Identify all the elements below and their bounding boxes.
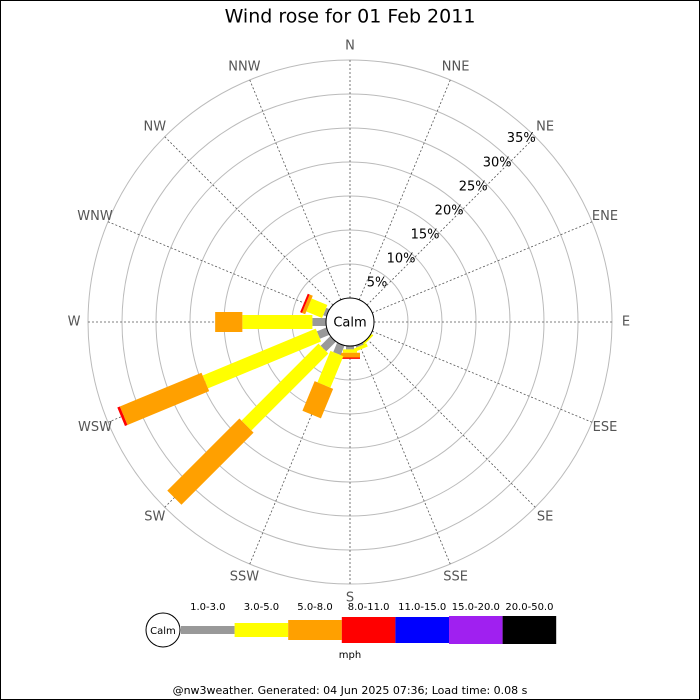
r-tick-label: 30% — [483, 155, 512, 170]
legend-swatch — [288, 620, 342, 640]
wind-bar — [333, 342, 345, 356]
r-tick-label: 10% — [387, 251, 416, 266]
wind-bar — [302, 294, 313, 315]
calm-label: Calm — [333, 316, 366, 331]
r-tick-label: 35% — [507, 131, 536, 146]
legend-label: 5.0-8.0 — [297, 602, 332, 613]
direction-label: SSW — [230, 569, 260, 584]
unit-label: mph — [339, 650, 361, 661]
legend-calm-label: Calm — [150, 626, 176, 637]
wind-bar — [167, 418, 254, 505]
direction-label: WNW — [77, 209, 113, 224]
legend-label: 8.0-11.0 — [348, 602, 390, 613]
wind-bar — [215, 312, 243, 332]
calm-circle — [325, 297, 375, 347]
wind-bar — [317, 350, 344, 388]
r-tick-label: 5% — [367, 275, 388, 290]
legend-label: 20.0-50.0 — [505, 602, 553, 613]
legend-swatch — [449, 616, 503, 644]
direction-label: S — [346, 591, 354, 606]
r-tick-label: 25% — [459, 179, 488, 194]
direction-label: W — [68, 315, 81, 330]
legend-label: 11.0-15.0 — [398, 602, 446, 613]
wind-bar — [119, 372, 210, 425]
r-tick-label: 15% — [411, 227, 440, 242]
wind-bar — [202, 328, 322, 389]
wind-bar — [316, 327, 330, 339]
wind-bar — [312, 318, 326, 326]
wind-bar — [241, 343, 329, 431]
direction-label: E — [622, 315, 630, 330]
wind-bar — [242, 315, 313, 329]
direction-label: NNE — [442, 60, 470, 75]
direction-label: SSE — [443, 569, 468, 584]
direction-label: NE — [536, 119, 554, 134]
legend-calm — [145, 612, 181, 648]
direction-label: N — [345, 39, 355, 54]
legend-swatch — [181, 626, 235, 634]
legend-swatch — [341, 617, 396, 643]
legend-label: 3.0-5.0 — [244, 602, 279, 613]
wind-bar — [355, 342, 364, 348]
wind-bar — [353, 343, 368, 352]
footer: @nw3weather. Generated: 04 Jun 2025 07:3… — [173, 684, 528, 697]
chart-title: Wind rose for 01 Feb 2011 — [225, 6, 476, 28]
wind-bar — [320, 336, 336, 352]
wind-bar — [340, 352, 360, 358]
direction-label: SE — [537, 510, 553, 525]
legend-label: 1.0-3.0 — [190, 602, 225, 613]
legend-label: 15.0-20.0 — [452, 602, 500, 613]
legend-swatch — [395, 617, 449, 643]
direction-label: NNW — [228, 60, 260, 75]
direction-label: NW — [144, 119, 167, 134]
wind-bar — [362, 334, 374, 346]
direction-label: ESE — [593, 420, 618, 435]
legend-swatch — [502, 616, 557, 644]
direction-label: ENE — [592, 209, 618, 224]
wind-bar — [117, 406, 128, 427]
wind-bar — [346, 346, 354, 350]
r-tick-label: 20% — [435, 203, 464, 218]
direction-label: SW — [144, 510, 165, 525]
direction-label: WSW — [78, 420, 112, 435]
wind-bar — [340, 357, 360, 359]
wind-bar — [323, 307, 330, 317]
wind-bar — [300, 293, 310, 313]
legend-swatch — [234, 623, 289, 637]
wind-bar — [302, 381, 334, 419]
wind-bar — [306, 298, 328, 318]
wind-bar — [343, 349, 357, 353]
